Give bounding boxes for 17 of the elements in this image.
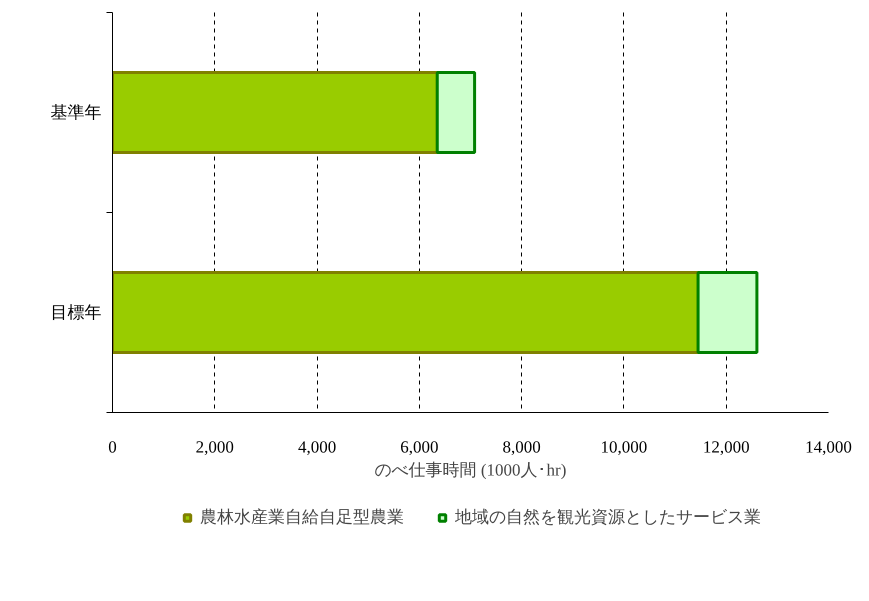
x-tick-label: 14,000 <box>805 438 852 456</box>
x-axis-title: のべ仕事時間 (1000人･hr) <box>374 460 566 480</box>
legend-label: 農林水産業自給自足型農業 <box>200 506 404 528</box>
y-tick-label: 基準年 <box>50 103 102 122</box>
bar <box>112 271 700 354</box>
legend-label: 地域の自然を観光資源としたサービス業 <box>455 506 761 528</box>
x-tick-label: 2,000 <box>196 438 234 456</box>
bar <box>696 271 758 354</box>
x-tick-label: 8,000 <box>502 438 541 456</box>
x-tick-label: 10,000 <box>600 438 648 456</box>
x-tick-label: 12,000 <box>702 438 750 456</box>
x-tick-label: 6,000 <box>400 438 438 456</box>
bar <box>112 71 439 154</box>
bar <box>436 71 476 154</box>
x-tick-label: 0 <box>108 438 117 456</box>
y-tick-label: 目標年 <box>50 303 102 322</box>
x-tick-label: 4,000 <box>298 438 336 456</box>
